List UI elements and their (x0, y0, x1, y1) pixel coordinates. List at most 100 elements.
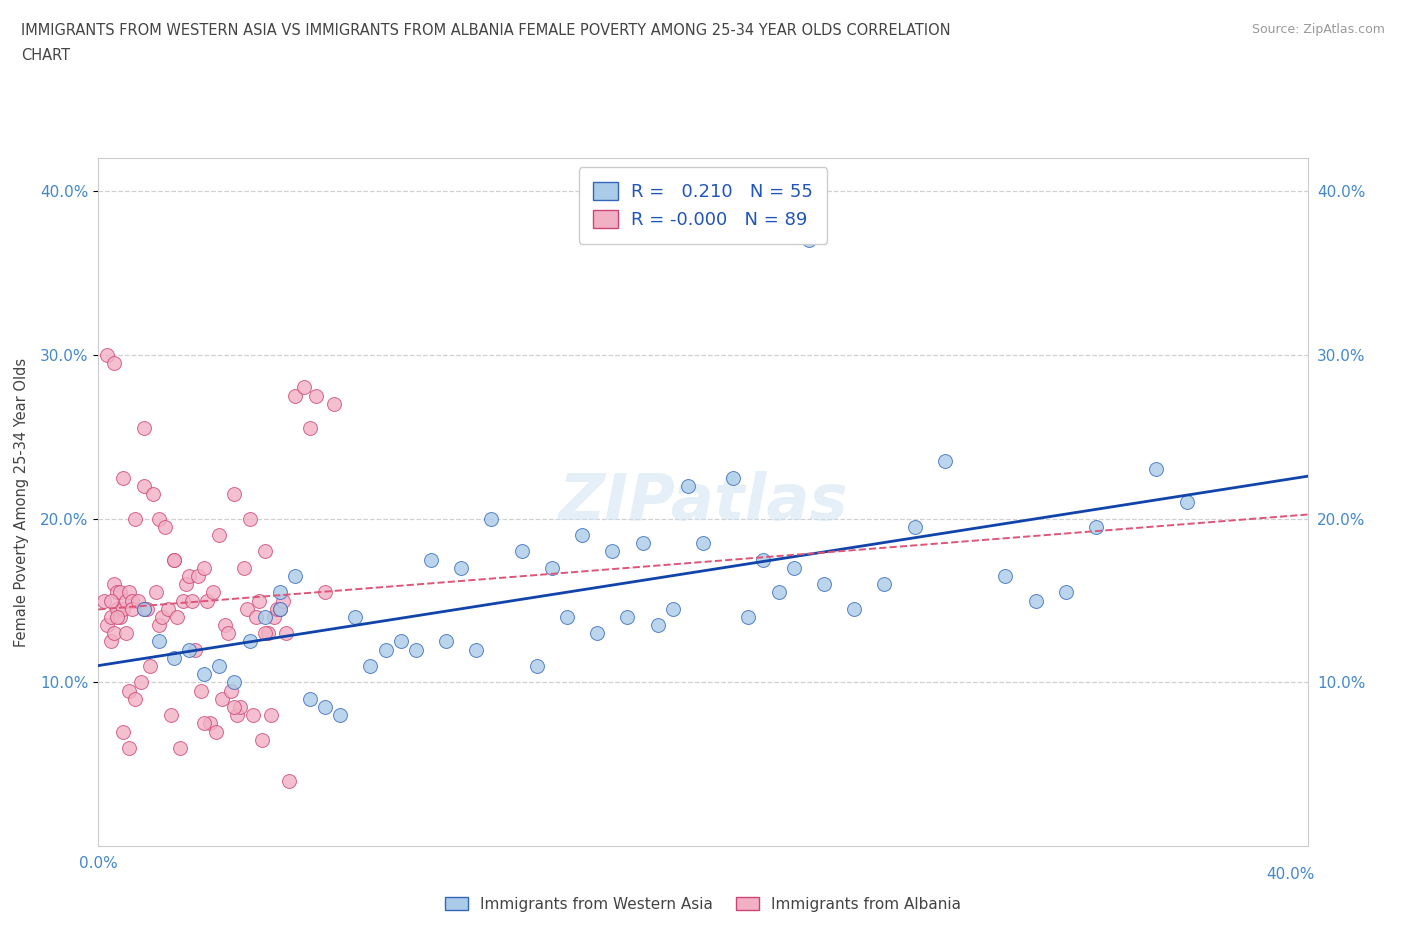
Point (586, 626, 609, 641)
Point (226, 708, 249, 723)
Point (103, 626, 125, 641)
Point (156, 602, 179, 617)
Point (292, 380, 315, 395)
Point (245, 609, 267, 624)
Point (163, 552, 186, 567)
Text: Source: ZipAtlas.com: Source: ZipAtlas.com (1251, 23, 1385, 36)
Point (96, 618, 118, 632)
Point (135, 602, 157, 617)
Point (389, 634, 412, 649)
Legend: Immigrants from Western Asia, Immigrants from Albania: Immigrants from Western Asia, Immigrants… (439, 890, 967, 918)
Point (105, 609, 128, 624)
Point (797, 232, 820, 247)
Point (208, 527, 231, 542)
Text: IMMIGRANTS FROM WESTERN ASIA VS IMMIGRANTS FROM ALBANIA FEMALE POVERTY AMONG 25-: IMMIGRANTS FROM WESTERN ASIA VS IMMIGRAN… (21, 23, 950, 38)
Point (1054, 585, 1077, 600)
Point (526, 658, 548, 673)
Point (148, 618, 170, 632)
Point (142, 486, 165, 501)
Point (172, 593, 194, 608)
Point (904, 519, 927, 534)
Point (214, 618, 236, 632)
Point (132, 602, 155, 617)
Point (541, 560, 564, 575)
Point (571, 527, 593, 542)
Point (205, 724, 228, 739)
Point (631, 536, 654, 551)
Point (103, 355, 125, 370)
Point (118, 740, 141, 755)
Point (132, 421, 155, 436)
Point (676, 478, 699, 493)
Point (100, 609, 122, 624)
Point (405, 643, 427, 658)
Point (274, 626, 297, 641)
Point (195, 593, 218, 608)
Point (360, 658, 382, 673)
Point (813, 577, 835, 591)
Point (105, 602, 128, 617)
Point (163, 650, 186, 665)
Point (555, 609, 578, 624)
Point (200, 716, 222, 731)
Point (510, 544, 533, 559)
Point (111, 724, 134, 739)
Point (253, 544, 276, 559)
Point (111, 471, 134, 485)
Point (221, 684, 243, 698)
Point (602, 544, 624, 559)
Point (160, 708, 183, 723)
Point (179, 568, 201, 583)
Point (93, 593, 115, 608)
Point (239, 512, 262, 526)
Point (647, 618, 669, 632)
Point (344, 609, 367, 624)
Point (118, 585, 141, 600)
Point (752, 552, 775, 567)
Point (239, 634, 262, 649)
Point (127, 593, 149, 608)
Point (783, 560, 806, 575)
Point (1085, 519, 1108, 534)
Point (148, 512, 170, 526)
Point (124, 691, 146, 706)
Text: ZIPatlas: ZIPatlas (558, 472, 848, 533)
Point (232, 560, 254, 575)
Point (139, 658, 162, 673)
Point (96, 347, 118, 362)
Point (193, 560, 215, 575)
Point (465, 643, 488, 658)
Point (163, 552, 186, 567)
Point (263, 609, 285, 624)
Point (266, 602, 288, 617)
Point (124, 512, 146, 526)
Point (299, 691, 322, 706)
Point (329, 708, 352, 723)
Point (224, 675, 246, 690)
Point (873, 577, 896, 591)
Point (299, 421, 322, 436)
Point (181, 593, 204, 608)
Point (1175, 495, 1198, 510)
Point (224, 486, 246, 501)
Point (450, 560, 472, 575)
Point (284, 388, 307, 403)
Point (844, 602, 866, 617)
Point (994, 568, 1017, 583)
Point (934, 454, 956, 469)
Point (616, 609, 638, 624)
Point (208, 658, 231, 673)
Point (202, 585, 225, 600)
Text: 40.0%: 40.0% (1267, 867, 1315, 882)
Point (174, 577, 197, 591)
Point (145, 585, 167, 600)
Point (114, 626, 136, 641)
Point (100, 593, 122, 608)
Point (284, 568, 307, 583)
Point (235, 602, 257, 617)
Point (1024, 593, 1046, 608)
Point (193, 716, 215, 731)
Point (114, 593, 136, 608)
Point (737, 609, 759, 624)
Text: CHART: CHART (21, 48, 70, 63)
